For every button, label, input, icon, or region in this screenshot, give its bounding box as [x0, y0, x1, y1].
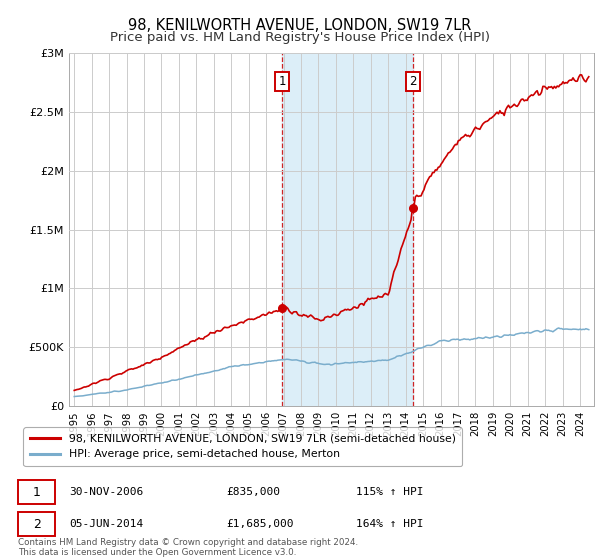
- Text: Price paid vs. HM Land Registry's House Price Index (HPI): Price paid vs. HM Land Registry's House …: [110, 31, 490, 44]
- Text: 30-NOV-2006: 30-NOV-2006: [69, 487, 143, 497]
- Legend: 98, KENILWORTH AVENUE, LONDON, SW19 7LR (semi-detached house), HPI: Average pric: 98, KENILWORTH AVENUE, LONDON, SW19 7LR …: [23, 427, 463, 466]
- Bar: [282, 53, 413, 406]
- Text: 2: 2: [32, 518, 41, 531]
- Text: 98, KENILWORTH AVENUE, LONDON, SW19 7LR: 98, KENILWORTH AVENUE, LONDON, SW19 7LR: [128, 18, 472, 33]
- Text: 1: 1: [278, 75, 286, 88]
- Text: £835,000: £835,000: [227, 487, 281, 497]
- Text: 2: 2: [409, 75, 417, 88]
- Text: Contains HM Land Registry data © Crown copyright and database right 2024.
This d: Contains HM Land Registry data © Crown c…: [18, 538, 358, 557]
- Text: 05-JUN-2014: 05-JUN-2014: [69, 519, 143, 529]
- FancyBboxPatch shape: [18, 512, 55, 536]
- Text: 1: 1: [32, 486, 41, 498]
- FancyBboxPatch shape: [18, 480, 55, 504]
- Text: 115% ↑ HPI: 115% ↑ HPI: [356, 487, 424, 497]
- Text: 164% ↑ HPI: 164% ↑ HPI: [356, 519, 424, 529]
- Text: £1,685,000: £1,685,000: [227, 519, 294, 529]
